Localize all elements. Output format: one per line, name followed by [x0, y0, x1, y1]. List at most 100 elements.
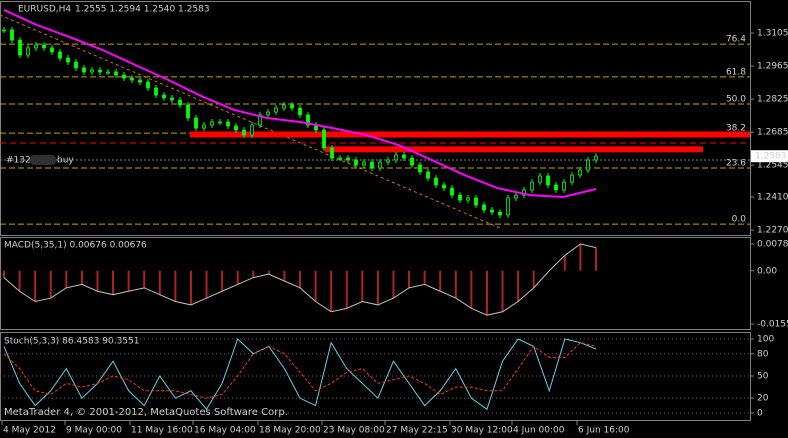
fib-label: 0.0 — [732, 215, 747, 225]
symbol: EURUSD,H4 — [18, 5, 71, 15]
candle — [578, 169, 582, 176]
moving-average — [3, 9, 597, 199]
candle — [386, 159, 390, 163]
macd-panel — [0, 237, 751, 330]
y-tick-label: 1.3105 — [757, 29, 788, 39]
y-tick-label: 0 — [757, 408, 763, 418]
histogram-bar — [205, 270, 208, 299]
candle — [2, 29, 6, 32]
redacted — [30, 155, 56, 165]
price-label: 1.2583 — [755, 152, 787, 162]
zone — [325, 146, 703, 153]
histogram-bar — [221, 270, 224, 292]
histogram-bar — [408, 270, 411, 288]
candle — [506, 197, 510, 216]
histogram-bar — [267, 270, 270, 275]
x-tick-label: 11 May 16:00 — [131, 426, 193, 436]
stoch-line — [3, 342, 597, 399]
y-tick-label: 1.2545 — [757, 161, 788, 171]
signal-line — [3, 243, 597, 316]
histogram-bar — [3, 270, 5, 278]
candle — [50, 47, 54, 53]
candle — [154, 87, 158, 96]
candle — [354, 159, 358, 166]
x-tick-label: 30 May 12:00 — [451, 426, 513, 436]
candle — [26, 47, 30, 56]
candle — [410, 157, 414, 166]
candle — [434, 177, 438, 186]
stoch-panel — [0, 332, 751, 421]
candle — [162, 94, 166, 99]
y-tick-label: 80 — [757, 349, 769, 359]
candle — [74, 61, 78, 69]
order-label: #132 — [6, 156, 31, 166]
histogram-bar — [392, 270, 395, 299]
candle — [546, 175, 550, 186]
main-panel — [0, 1, 751, 236]
candle — [378, 161, 382, 169]
candle — [186, 104, 190, 119]
candle — [90, 69, 94, 73]
histogram-bar — [283, 270, 286, 282]
candle — [242, 129, 246, 136]
candle — [330, 147, 334, 159]
candle — [34, 44, 38, 49]
histogram-bar — [299, 270, 301, 288]
histogram-bar — [501, 270, 504, 312]
candle — [306, 114, 310, 126]
histogram-bar — [18, 270, 21, 292]
histogram-bar — [345, 270, 348, 309]
histogram-bar — [236, 270, 239, 285]
histogram-bar — [439, 270, 442, 292]
x-tick-label: 6 Jun 16:00 — [578, 426, 630, 436]
candle — [194, 117, 198, 129]
candle — [298, 107, 302, 116]
y-tick-label: 50 — [757, 371, 769, 381]
candle — [338, 157, 342, 160]
histogram-bar — [80, 270, 83, 285]
histogram-bar — [454, 270, 457, 299]
candle — [146, 81, 150, 89]
candle — [490, 209, 494, 213]
candle — [122, 74, 126, 79]
candle — [138, 79, 142, 83]
y-tick-label: 1.2410 — [757, 193, 788, 203]
stoch-title: Stoch(5,3,3) 86.4583 90.3551 — [4, 337, 139, 347]
histogram-bar — [470, 270, 473, 309]
candle — [554, 184, 558, 191]
candle — [106, 71, 110, 74]
histogram-bar — [579, 244, 582, 271]
histogram-bar — [127, 270, 130, 292]
x-tick-label: 9 May 00:00 — [66, 426, 122, 436]
price-box — [751, 150, 788, 163]
candle — [98, 69, 102, 73]
y-tick-label: 20 — [757, 394, 769, 404]
candle — [482, 204, 486, 211]
order-type: buy — [57, 156, 74, 166]
x-tick-label: 23 May 08:00 — [323, 426, 385, 436]
candle — [18, 39, 22, 56]
histogram-bar — [423, 270, 426, 285]
watermark: MetaTrader 4, © 2001-2012, MetaQuotes So… — [4, 407, 288, 418]
candle — [202, 124, 206, 129]
candle — [370, 161, 374, 169]
x-tick-label: 18 May 20:00 — [259, 426, 321, 436]
candle — [322, 129, 326, 149]
histogram-bar — [485, 270, 488, 316]
histogram-bar — [143, 270, 146, 288]
zone — [190, 131, 750, 138]
x-tick-label: 16 May 04:00 — [194, 426, 256, 436]
histogram-bar — [158, 270, 161, 295]
candle — [282, 104, 286, 109]
candle — [290, 104, 294, 109]
fib-label: 50.0 — [726, 95, 746, 105]
candle — [570, 174, 574, 183]
candle — [450, 187, 454, 196]
candle — [210, 121, 214, 126]
candle — [274, 107, 278, 113]
candle — [530, 181, 534, 191]
macd-title: MACD(5,35,1) 0.00676 0.00676 — [4, 241, 147, 251]
histogram-bar — [376, 270, 379, 305]
candle — [42, 44, 46, 49]
